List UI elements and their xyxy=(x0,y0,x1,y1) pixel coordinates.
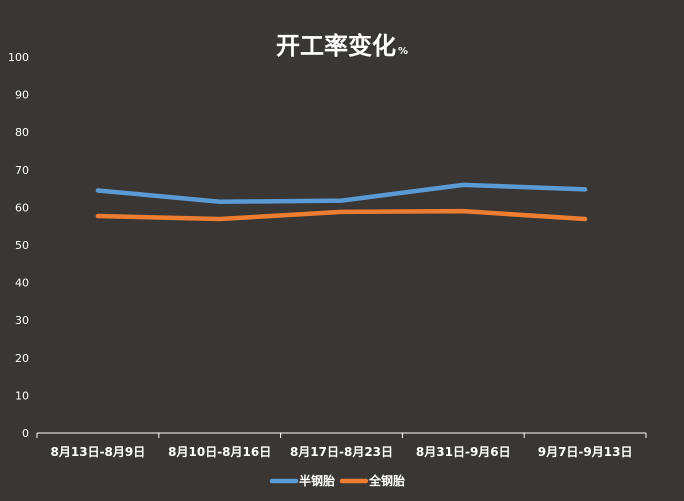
y-tick-label: 70 xyxy=(15,164,29,177)
chart-title: 开工率变化% xyxy=(276,32,408,60)
y-tick-label: 40 xyxy=(15,277,29,290)
legend-label: 半钢胎 xyxy=(299,473,335,488)
chart-title-text: 开工率变化 xyxy=(276,32,396,60)
x-tick-label: 8月10日-8月16日 xyxy=(168,445,271,459)
y-tick-label: 90 xyxy=(15,89,29,102)
y-axis-ticks: 0 10 20 30 40 50 60 70 80 90 100 xyxy=(8,51,29,440)
x-tick-label: 9月7日-9月13日 xyxy=(538,445,633,459)
y-tick-label: 50 xyxy=(15,239,29,252)
series-lines xyxy=(95,182,588,222)
x-tick-label: 8月31日-9月6日 xyxy=(416,445,511,459)
legend: 半钢胎 全钢胎 xyxy=(269,473,405,488)
series-line-1 xyxy=(95,208,588,222)
x-tick-label: 8月17日-8月23日 xyxy=(290,445,393,459)
x-axis-ticks: 8月13日-8月9日 8月10日-8月16日 8月17日-8月23日 8月31日-9月… xyxy=(51,445,633,459)
x-tick-label: 8月13日-8月9日 xyxy=(51,445,146,459)
axes xyxy=(36,432,647,438)
y-tick-label: 100 xyxy=(8,51,29,64)
y-tick-label: 60 xyxy=(15,201,29,214)
series-line-0 xyxy=(95,182,588,205)
chart-title-unit: % xyxy=(398,46,408,57)
y-tick-label: 10 xyxy=(15,389,29,402)
y-tick-label: 30 xyxy=(15,314,29,327)
y-tick-label: 0 xyxy=(22,427,29,440)
y-tick-label: 20 xyxy=(15,352,29,365)
y-tick-label: 80 xyxy=(15,126,29,139)
legend-label: 全钢胎 xyxy=(368,473,405,488)
